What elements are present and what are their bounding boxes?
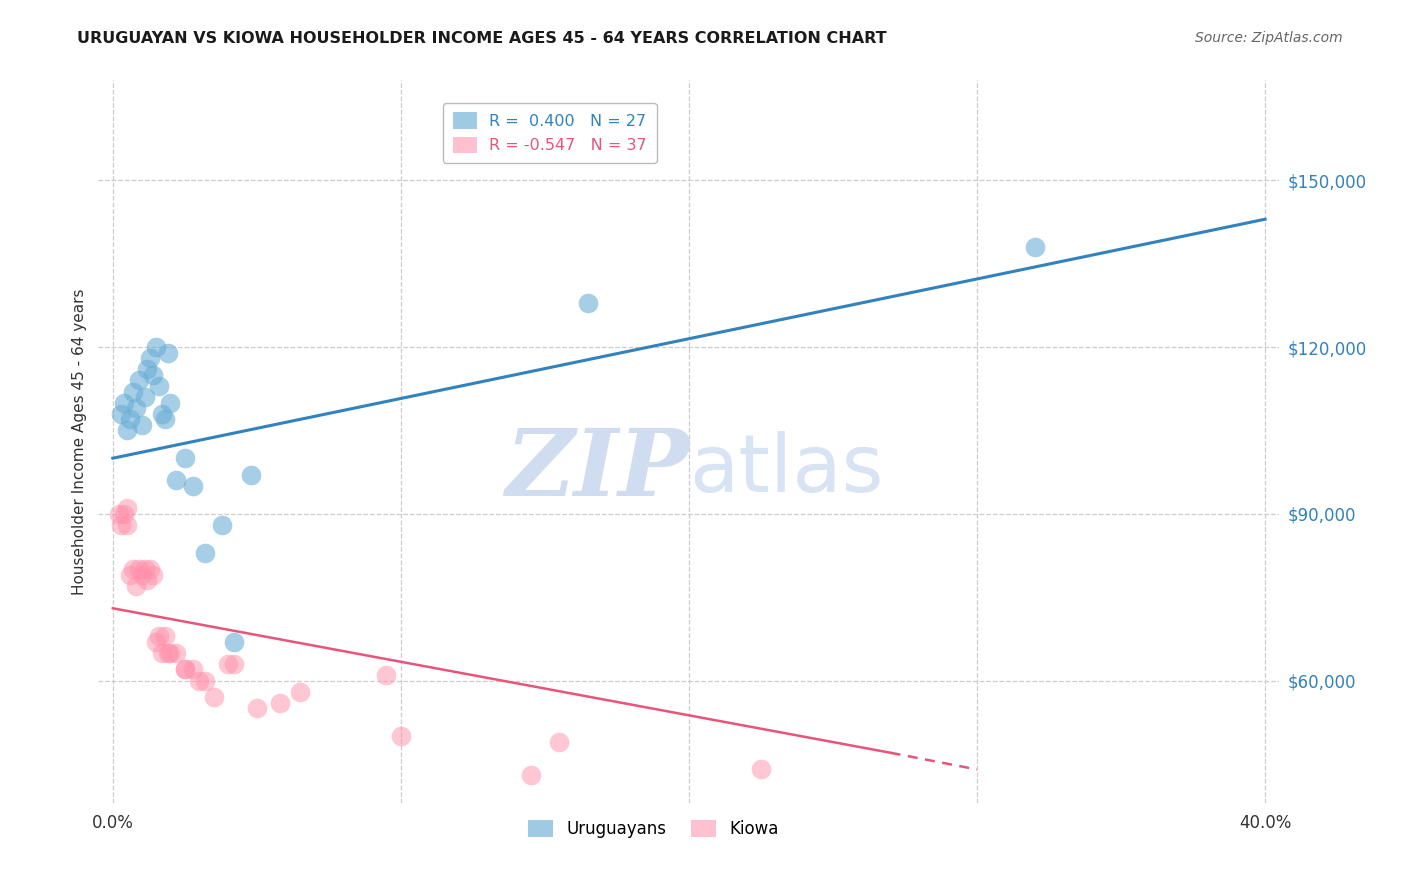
Point <box>134 390 156 404</box>
Point <box>159 395 181 409</box>
Point <box>194 546 217 560</box>
Point <box>120 412 142 426</box>
Point <box>389 729 412 743</box>
Point <box>112 507 135 521</box>
Text: ZIP: ZIP <box>505 425 689 516</box>
Point <box>115 501 138 516</box>
Point <box>222 634 245 648</box>
Point <box>173 662 195 676</box>
Point <box>173 662 195 676</box>
Point <box>173 451 195 466</box>
Point <box>110 407 132 421</box>
Point <box>134 562 156 576</box>
Point <box>519 768 541 782</box>
Point <box>145 634 167 648</box>
Point <box>183 479 205 493</box>
Point <box>131 568 153 582</box>
Point <box>240 467 263 482</box>
Point <box>139 562 162 576</box>
Point <box>156 646 179 660</box>
Point <box>159 646 181 660</box>
Point <box>107 507 129 521</box>
Point <box>110 517 132 532</box>
Point <box>148 629 170 643</box>
Point <box>115 517 138 532</box>
Point <box>749 763 772 777</box>
Point <box>288 684 311 698</box>
Point <box>125 401 148 416</box>
Point <box>183 662 205 676</box>
Point <box>122 384 145 399</box>
Point <box>202 690 225 705</box>
Point <box>150 407 173 421</box>
Point <box>136 574 159 588</box>
Point <box>194 673 217 688</box>
Point <box>156 345 179 359</box>
Point <box>142 568 165 582</box>
Point <box>165 646 187 660</box>
Point <box>145 340 167 354</box>
Y-axis label: Householder Income Ages 45 - 64 years: Householder Income Ages 45 - 64 years <box>72 288 87 595</box>
Point <box>375 668 398 682</box>
Point <box>128 562 150 576</box>
Point <box>548 734 571 748</box>
Point <box>246 701 269 715</box>
Legend: Uruguayans, Kiowa: Uruguayans, Kiowa <box>522 814 786 845</box>
Point <box>136 362 159 376</box>
Point <box>153 629 176 643</box>
Point <box>122 562 145 576</box>
Point <box>112 395 135 409</box>
Point <box>142 368 165 382</box>
Point <box>165 474 187 488</box>
Point <box>269 696 291 710</box>
Point <box>139 351 162 366</box>
Point <box>576 295 599 310</box>
Point <box>115 424 138 438</box>
Text: URUGUAYAN VS KIOWA HOUSEHOLDER INCOME AGES 45 - 64 YEARS CORRELATION CHART: URUGUAYAN VS KIOWA HOUSEHOLDER INCOME AG… <box>77 31 887 46</box>
Point <box>125 579 148 593</box>
Point <box>120 568 142 582</box>
Point <box>128 373 150 387</box>
Point <box>150 646 173 660</box>
Point <box>148 379 170 393</box>
Text: atlas: atlas <box>689 432 883 509</box>
Point <box>153 412 176 426</box>
Point <box>188 673 211 688</box>
Point <box>217 657 239 671</box>
Point <box>211 517 233 532</box>
Point <box>131 417 153 432</box>
Point <box>1024 240 1046 254</box>
Text: Source: ZipAtlas.com: Source: ZipAtlas.com <box>1195 31 1343 45</box>
Point <box>222 657 245 671</box>
